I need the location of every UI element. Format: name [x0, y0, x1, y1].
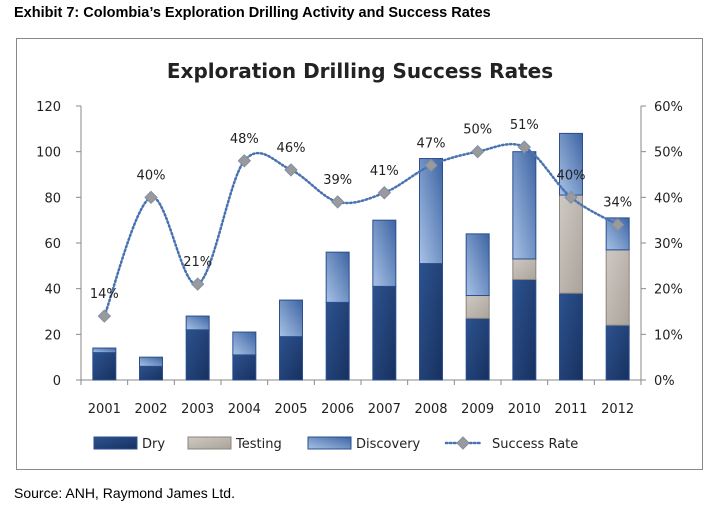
chart-frame — [16, 38, 703, 470]
data-label: 48% — [230, 132, 259, 147]
legend-label-success-rate: Success Rate — [492, 437, 578, 452]
x-tick-label: 2007 — [368, 402, 401, 417]
y-tick-label: 20 — [44, 328, 61, 343]
bar-discovery — [92, 347, 117, 354]
y-tick-label: 80 — [44, 191, 61, 206]
success-rate-marker — [97, 309, 112, 323]
success-rate-marker — [470, 144, 485, 159]
success-rate-marker — [330, 195, 345, 209]
bar-dry — [139, 365, 163, 381]
data-label: 41% — [370, 164, 399, 179]
bar-discovery — [139, 356, 163, 367]
data-label: 21% — [183, 255, 212, 270]
success-rate-marker — [190, 277, 205, 291]
y2-tick-label: 10% — [654, 328, 683, 343]
x-tick-label: 2008 — [414, 402, 447, 417]
y2-tick-label: 50% — [654, 146, 683, 161]
y-tick-label: 40 — [44, 283, 61, 298]
bar-discovery — [185, 315, 210, 331]
bar-discovery — [279, 299, 303, 338]
bar-testing — [465, 295, 490, 319]
bar-discovery — [419, 158, 443, 265]
bar-dry — [419, 263, 443, 381]
data-label: 14% — [90, 287, 119, 302]
y-tick-label: 0 — [53, 374, 61, 389]
success-rate-marker — [284, 163, 298, 177]
success-rate-marker — [517, 140, 532, 154]
bar-dry — [512, 279, 537, 381]
legend-marker-success-rate — [456, 436, 470, 450]
x-tick-label: 2004 — [228, 402, 261, 417]
bar-discovery — [325, 251, 350, 303]
success-rate-marker — [564, 190, 578, 205]
x-tick-label: 2012 — [601, 402, 634, 417]
legend-label-dry: Dry — [142, 437, 165, 452]
chart-title: Exploration Drilling Success Rates — [167, 59, 553, 83]
bar-dry — [279, 336, 303, 381]
exhibit-title: Exhibit 7: Colombia’s Exploration Drilli… — [14, 5, 491, 21]
success-rate-marker — [377, 186, 392, 200]
bar-discovery — [465, 233, 490, 297]
success-rate-marker — [610, 218, 625, 232]
x-tick-label: 2010 — [508, 402, 541, 417]
x-tick-label: 2001 — [88, 402, 121, 417]
bar-discovery — [559, 132, 583, 196]
success-rate-marker — [424, 158, 438, 173]
legend-swatch-dry — [93, 436, 138, 450]
source-note: Source: ANH, Raymond James Ltd. — [14, 485, 235, 501]
x-tick-label: 2006 — [321, 402, 354, 417]
bar-dry — [185, 329, 210, 381]
y2-tick-label: 30% — [654, 237, 683, 252]
legend-swatch-testing — [187, 436, 232, 450]
data-label: 47% — [417, 136, 446, 151]
bar-dry — [465, 317, 490, 381]
bar-discovery — [372, 219, 397, 287]
legend-label-discovery: Discovery — [356, 437, 421, 452]
x-tick-label: 2009 — [461, 402, 494, 417]
bar-discovery — [512, 151, 537, 260]
bar-testing — [605, 249, 630, 326]
legend-label-testing: Testing — [235, 437, 282, 452]
bar-discovery — [605, 217, 630, 251]
data-label: 39% — [323, 173, 352, 188]
bar-dry — [92, 352, 117, 381]
data-label: 34% — [603, 196, 632, 211]
bar-testing — [559, 194, 583, 294]
y-tick-label: 100 — [36, 146, 61, 161]
y2-tick-label: 20% — [654, 283, 683, 298]
bar-dry — [325, 301, 350, 381]
data-label: 50% — [463, 123, 492, 138]
bar-testing — [512, 258, 537, 281]
legend-swatch-discovery — [307, 436, 352, 450]
data-label: 40% — [137, 168, 166, 183]
y-tick-label: 120 — [36, 100, 61, 115]
data-label: 40% — [557, 168, 586, 183]
y2-tick-label: 40% — [654, 191, 683, 206]
bar-dry — [605, 324, 630, 381]
bar-dry — [372, 285, 397, 381]
y-tick-label: 60 — [44, 237, 61, 252]
data-label: 51% — [510, 118, 539, 133]
x-tick-label: 2005 — [274, 402, 307, 417]
bar-discovery — [232, 331, 257, 356]
x-tick-label: 2002 — [134, 402, 167, 417]
success-rate-marker — [237, 154, 252, 168]
success-rate-marker — [144, 190, 158, 205]
x-tick-label: 2003 — [181, 402, 214, 417]
x-tick-label: 2011 — [554, 402, 587, 417]
y2-tick-label: 0% — [654, 374, 675, 389]
y2-tick-label: 60% — [654, 100, 683, 115]
bar-dry — [232, 354, 257, 381]
data-label: 46% — [277, 141, 306, 156]
bar-dry — [559, 292, 583, 381]
